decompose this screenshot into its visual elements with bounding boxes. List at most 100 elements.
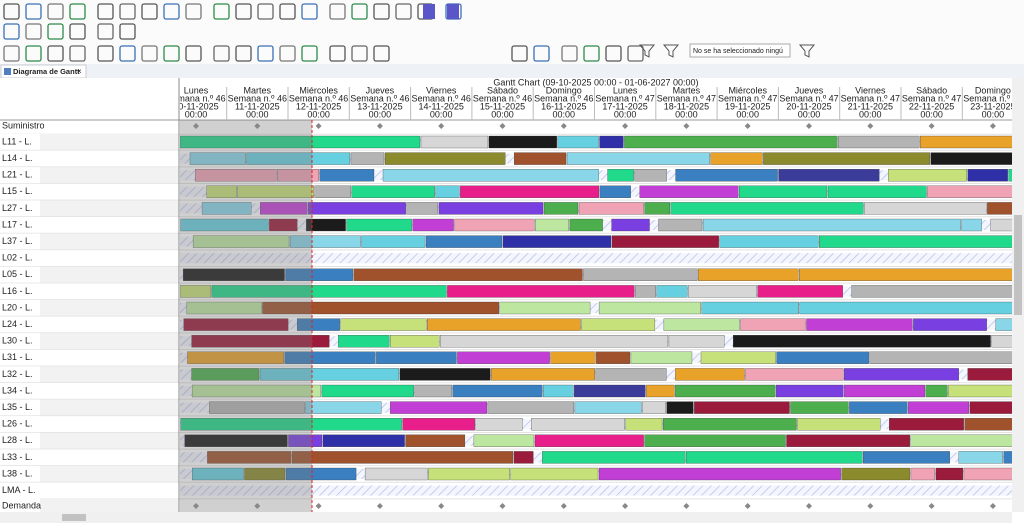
gantt-bar[interactable] bbox=[799, 301, 1024, 315]
gantt-bar[interactable] bbox=[889, 418, 964, 431]
gantt-bar[interactable] bbox=[639, 185, 739, 198]
gantt-bar[interactable] bbox=[790, 401, 849, 414]
tool-icon[interactable] bbox=[185, 3, 202, 20]
gantt-bar[interactable] bbox=[364, 467, 428, 481]
gantt-bar[interactable] bbox=[182, 268, 285, 281]
gantt-bar[interactable] bbox=[581, 318, 656, 331]
gantt-bar[interactable] bbox=[499, 301, 591, 315]
gantt-bar[interactable] bbox=[406, 202, 439, 215]
tab-close[interactable]: × bbox=[77, 67, 82, 76]
gantt-bar[interactable] bbox=[1008, 169, 1024, 182]
gantt-bar[interactable] bbox=[644, 202, 671, 215]
gantt-bar[interactable] bbox=[440, 335, 669, 348]
gantt-bar[interactable] bbox=[963, 467, 1016, 481]
gantt-bar[interactable] bbox=[425, 235, 503, 248]
gantt-bar[interactable] bbox=[338, 335, 390, 348]
gantt-bar[interactable] bbox=[757, 285, 843, 298]
gantt-bar[interactable] bbox=[964, 418, 1020, 431]
tool-icon[interactable] bbox=[69, 3, 86, 20]
gantt-bar[interactable] bbox=[435, 185, 460, 198]
tool-icon[interactable] bbox=[141, 45, 158, 62]
gantt-bar[interactable] bbox=[864, 202, 987, 215]
gantt-bar[interactable] bbox=[189, 152, 246, 165]
gantt-bar[interactable] bbox=[710, 152, 763, 165]
tool-icon[interactable] bbox=[47, 45, 64, 62]
tool-icon[interactable] bbox=[97, 23, 114, 40]
gantt-bar[interactable] bbox=[913, 318, 987, 331]
gantt-bar[interactable] bbox=[285, 268, 353, 281]
gantt-bar[interactable] bbox=[688, 285, 757, 298]
tool-icon[interactable] bbox=[605, 45, 622, 62]
gantt-bar[interactable] bbox=[702, 218, 961, 232]
gantt-bar[interactable] bbox=[849, 401, 908, 414]
gantt-bar[interactable] bbox=[838, 135, 920, 149]
tool-icon[interactable] bbox=[69, 23, 86, 40]
gantt-bar[interactable] bbox=[346, 218, 412, 232]
gantt-bar[interactable] bbox=[390, 401, 488, 414]
gantt-bar[interactable] bbox=[184, 434, 288, 447]
gantt-bar[interactable] bbox=[260, 202, 308, 215]
gantt-bar[interactable] bbox=[452, 384, 543, 398]
gantt-bar[interactable] bbox=[428, 467, 510, 481]
gantt-bar[interactable] bbox=[361, 235, 426, 248]
gantt-bar[interactable] bbox=[306, 218, 346, 232]
gantt-bar[interactable] bbox=[542, 451, 686, 464]
gantt-bar[interactable] bbox=[557, 135, 599, 149]
gantt-bar[interactable] bbox=[376, 351, 457, 364]
gantt-bar[interactable] bbox=[289, 235, 361, 248]
gantt-bar[interactable] bbox=[642, 401, 666, 414]
gantt-bar[interactable] bbox=[491, 368, 595, 381]
tool-icon[interactable] bbox=[583, 45, 600, 62]
gantt-bar[interactable] bbox=[599, 185, 631, 198]
gantt-bar[interactable] bbox=[995, 318, 1024, 331]
tool-icon[interactable] bbox=[119, 3, 136, 20]
gantt-bar[interactable] bbox=[209, 401, 305, 414]
gantt-bar[interactable] bbox=[488, 135, 557, 149]
gantt-bar[interactable] bbox=[819, 235, 1024, 248]
gantt-bar[interactable] bbox=[475, 418, 523, 431]
tool-icon[interactable] bbox=[329, 3, 346, 20]
gantt-bar[interactable] bbox=[578, 202, 644, 215]
tool-icon[interactable] bbox=[213, 45, 230, 62]
tool-icon[interactable] bbox=[213, 3, 230, 20]
gantt-bar[interactable] bbox=[700, 351, 776, 364]
gantt-bar[interactable] bbox=[991, 335, 1019, 348]
gantt-bar[interactable] bbox=[776, 384, 844, 398]
gantt-bar[interactable] bbox=[574, 401, 642, 414]
gantt-bar[interactable] bbox=[990, 218, 1024, 232]
gantt-bar[interactable] bbox=[719, 235, 819, 248]
gantt-bar[interactable] bbox=[296, 318, 340, 331]
gantt-bar[interactable] bbox=[844, 384, 925, 398]
gantt-bar[interactable] bbox=[634, 169, 667, 182]
gantt-bar[interactable] bbox=[191, 384, 322, 398]
gantt-bar[interactable] bbox=[180, 135, 421, 149]
gantt-bar[interactable] bbox=[350, 152, 385, 165]
gantt-bar[interactable] bbox=[191, 368, 260, 381]
gantt-bar[interactable] bbox=[596, 351, 631, 364]
gantt-bar[interactable] bbox=[183, 318, 289, 331]
gantt-bar[interactable] bbox=[675, 384, 776, 398]
tool-icon[interactable] bbox=[141, 3, 158, 20]
gantt-bar[interactable] bbox=[583, 268, 698, 281]
tool-icon[interactable] bbox=[47, 3, 64, 20]
tool-icon[interactable] bbox=[301, 45, 318, 62]
gantt-bar[interactable] bbox=[797, 418, 881, 431]
gantt-bar[interactable] bbox=[314, 185, 351, 198]
tool-icon[interactable] bbox=[447, 4, 459, 19]
gantt-bar[interactable] bbox=[646, 384, 675, 398]
gantt-bar[interactable] bbox=[778, 169, 880, 182]
gantt-bar[interactable] bbox=[186, 301, 262, 315]
gantt-bar[interactable] bbox=[851, 285, 1018, 298]
gantt-bar[interactable] bbox=[574, 384, 646, 398]
gantt-bar[interactable] bbox=[663, 318, 740, 331]
gantt-bar[interactable] bbox=[967, 169, 1008, 182]
gantt-bar[interactable] bbox=[384, 152, 506, 165]
h-scrollbar[interactable] bbox=[0, 512, 1012, 523]
gantt-bar[interactable] bbox=[550, 351, 596, 364]
gantt-bar[interactable] bbox=[353, 268, 583, 281]
tool-icon[interactable] bbox=[25, 45, 42, 62]
tool-icon[interactable] bbox=[97, 3, 114, 20]
tool-icon[interactable] bbox=[235, 3, 252, 20]
h-scroll-thumb[interactable] bbox=[62, 514, 86, 521]
gantt-bar[interactable] bbox=[910, 467, 936, 481]
